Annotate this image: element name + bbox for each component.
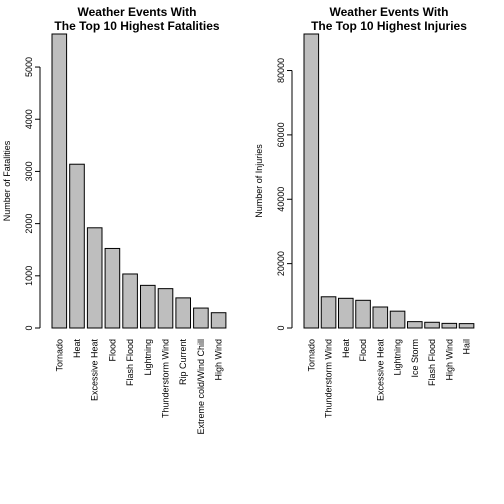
x-tick-label: Flash Flood: [125, 339, 135, 386]
bar: [389, 310, 406, 329]
y-axis-label: Number of Injuries: [254, 144, 264, 218]
x-tick-label: Rip Current: [178, 339, 188, 386]
bar: [320, 296, 337, 329]
bar: [175, 297, 191, 329]
chart-title-line1: Weather Events With: [329, 5, 448, 19]
x-tick-label: Tornado: [306, 339, 316, 372]
x-tick-label: Hail: [462, 339, 472, 355]
chart-title-line2: The Top 10 Highest Injuries: [311, 19, 467, 33]
y-tick-label: 20000: [276, 251, 286, 276]
injuries-chart: Weather Events With The Top 10 Highest I…: [254, 5, 475, 419]
x-tick-label: Ice Storm: [410, 339, 420, 378]
x-tick-label: Lightning: [393, 339, 403, 376]
bar: [140, 284, 156, 329]
y-tick-label: 40000: [276, 187, 286, 212]
bar: [51, 33, 68, 329]
bar: [303, 33, 320, 329]
bar: [424, 321, 440, 329]
x-tick-label: Extreme cold/Wind Chill: [196, 339, 206, 435]
bar: [69, 163, 85, 329]
x-tick-label: Heat: [341, 339, 351, 359]
bars: [51, 33, 227, 329]
x-tick-labels: Tornado Thunderstorm Wind Heat Flood Excessi…: [306, 339, 471, 419]
bar: [210, 312, 227, 329]
y-tick-label: 0: [276, 325, 286, 330]
bar: [407, 321, 423, 329]
y-tick-label: 2000: [24, 214, 34, 234]
x-tick-label: High Wind: [444, 339, 454, 381]
y-tick-label: 1000: [24, 266, 34, 286]
x-tick-label: Excessive Heat: [375, 339, 385, 402]
bar: [355, 299, 371, 329]
y-axis: 0 20000 40000 60000 80000: [276, 58, 293, 331]
y-tick-label: 4000: [24, 109, 34, 129]
x-tick-label: Thunderstorm Wind: [324, 339, 334, 418]
x-tick-label: Flash Flood: [427, 339, 437, 386]
chart-title-line1: Weather Events With: [77, 5, 196, 19]
x-tick-label: Excessive Heat: [90, 339, 100, 402]
x-tick-labels: Tornado Heat Excessive Heat Flood Flash Floo…: [54, 339, 223, 435]
x-tick-label: Flood: [358, 339, 368, 362]
bar: [193, 307, 209, 329]
bar: [122, 273, 138, 329]
bar: [157, 288, 174, 329]
x-tick-label: Tornado: [54, 339, 64, 372]
y-axis: 0 1000 2000 3000 4000 5000: [24, 57, 41, 331]
y-axis-label: Number of Fatalities: [2, 140, 12, 221]
x-tick-label: Thunderstorm Wind: [161, 339, 171, 418]
bar: [104, 247, 121, 329]
y-tick-label: 60000: [276, 122, 286, 147]
x-tick-label: High Wind: [214, 339, 224, 381]
x-tick-label: Flood: [107, 339, 117, 362]
bar: [458, 323, 475, 329]
fatalities-chart: Weather Events With The Top 10 Highest F…: [2, 5, 227, 435]
bar: [441, 322, 458, 329]
y-tick-label: 80000: [276, 58, 286, 83]
y-tick-label: 5000: [24, 57, 34, 77]
y-tick-label: 0: [24, 325, 34, 330]
x-tick-label: Lightning: [143, 339, 153, 376]
bar: [86, 227, 103, 329]
bar: [372, 306, 389, 329]
chart-title-line2: The Top 10 Highest Fatalities: [54, 19, 219, 33]
y-tick-label: 3000: [24, 161, 34, 181]
x-tick-label: Heat: [72, 339, 82, 359]
bars: [303, 33, 475, 329]
bar: [338, 297, 354, 329]
